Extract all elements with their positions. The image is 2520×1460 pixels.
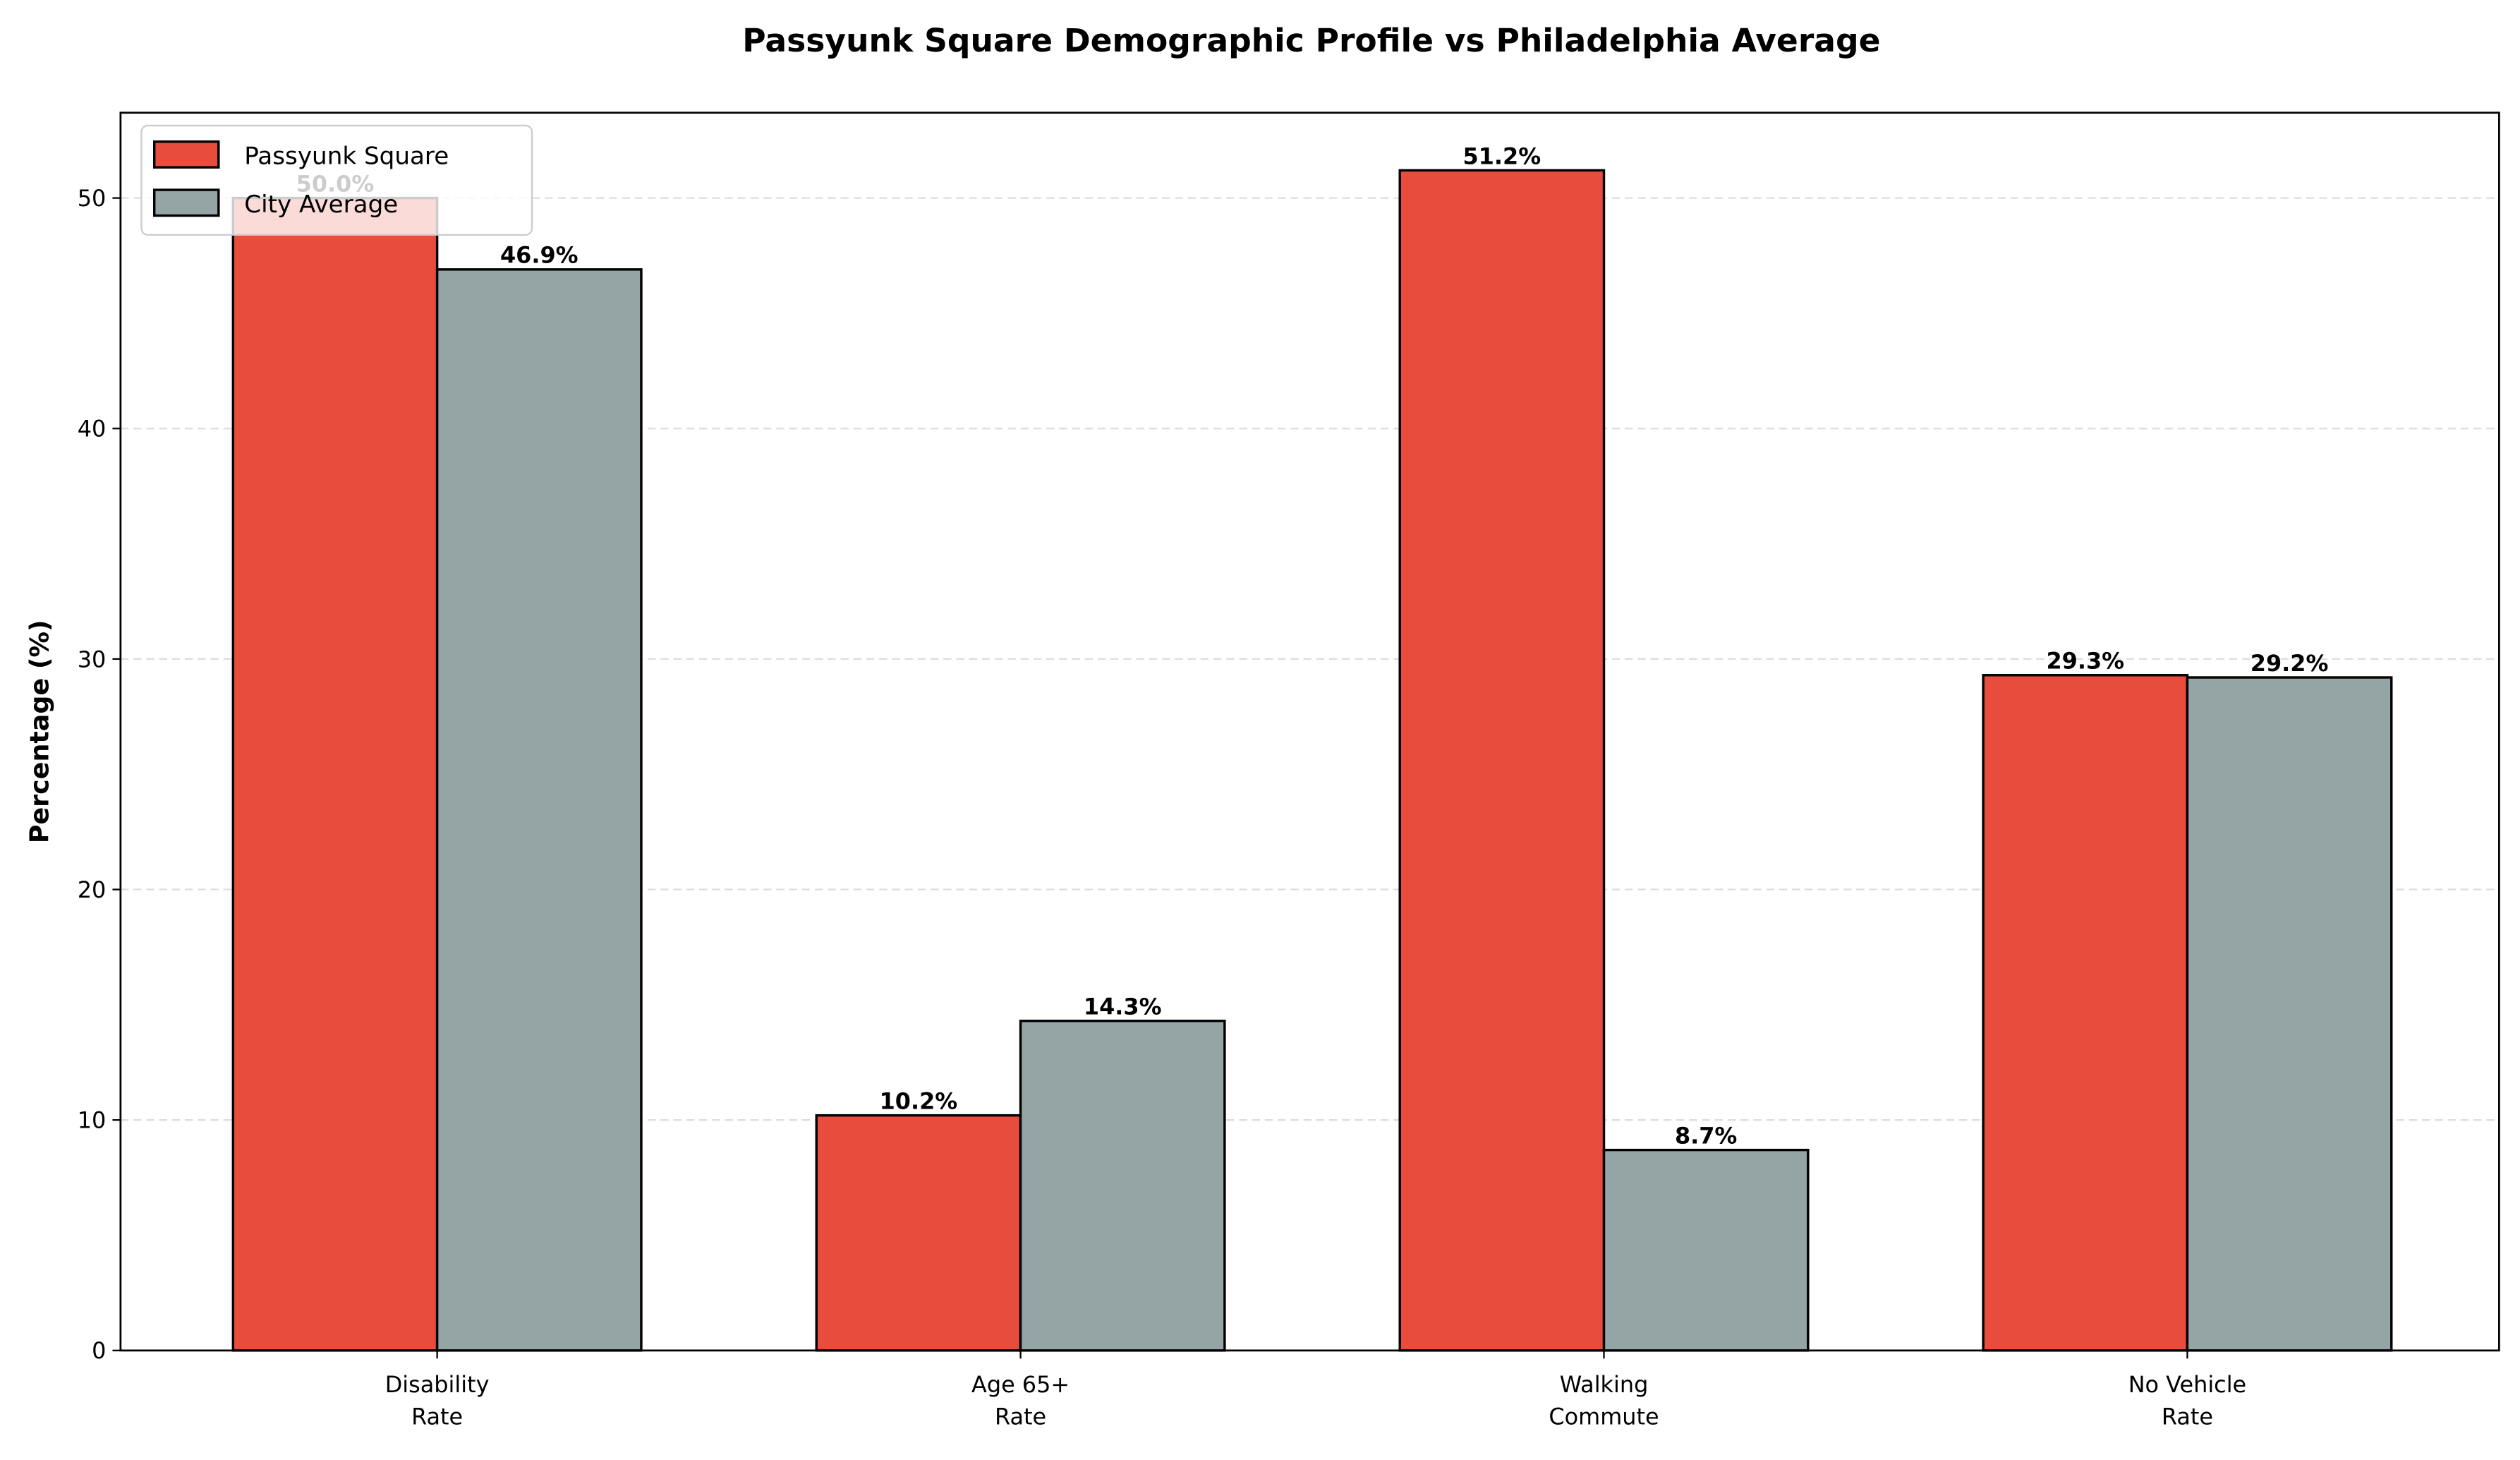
value-label: 46.9%	[500, 242, 578, 269]
x-tick-label: Rate	[2162, 1404, 2213, 1430]
y-axis-label: Percentage (%)	[24, 620, 54, 843]
bar-passyunk-square	[815, 1114, 1022, 1352]
x-tick-label: Disability	[385, 1371, 490, 1398]
y-tick-label: 30	[78, 646, 107, 672]
bar-passyunk-square	[1982, 674, 2189, 1352]
value-label: 14.3%	[1084, 994, 1162, 1020]
bar-city-average	[1602, 1148, 1810, 1352]
value-label: 10.2%	[880, 1088, 958, 1115]
x-tick-label: Walking	[1560, 1371, 1649, 1398]
bar-city-average	[435, 268, 643, 1352]
value-label: 51.2%	[1463, 143, 1541, 169]
bar-passyunk-square	[231, 196, 439, 1352]
x-tick-label: Commute	[1549, 1404, 1659, 1430]
y-tick-label: 10	[78, 1107, 107, 1134]
value-label: 29.2%	[2251, 650, 2329, 677]
bar-city-average	[2186, 676, 2393, 1352]
legend-label: Passyunk Square	[244, 143, 449, 171]
y-tick-label: 40	[78, 416, 107, 442]
chart-title: Passyunk Square Demographic Profile vs P…	[742, 22, 1880, 59]
legend-swatch	[152, 188, 220, 217]
bar-passyunk-square	[1398, 169, 1606, 1352]
x-tick-label: Age 65+	[971, 1371, 1070, 1398]
y-tick-label: 50	[78, 185, 107, 212]
legend-box	[140, 124, 533, 236]
y-tick-label: 20	[78, 876, 107, 903]
x-tick-label: Rate	[995, 1404, 1046, 1430]
legend-swatch	[152, 140, 220, 169]
x-tick-label: No Vehicle	[2128, 1371, 2246, 1398]
bar-city-average	[1019, 1020, 1226, 1352]
value-label: 29.3%	[2046, 648, 2124, 675]
y-tick-label: 0	[92, 1337, 106, 1364]
legend: Passyunk Square City Average	[140, 124, 533, 236]
legend-label: City Average	[244, 191, 398, 219]
plot-frame	[119, 111, 2500, 1352]
value-label: 8.7%	[1675, 1123, 1737, 1150]
x-tick-label: Rate	[411, 1404, 463, 1430]
